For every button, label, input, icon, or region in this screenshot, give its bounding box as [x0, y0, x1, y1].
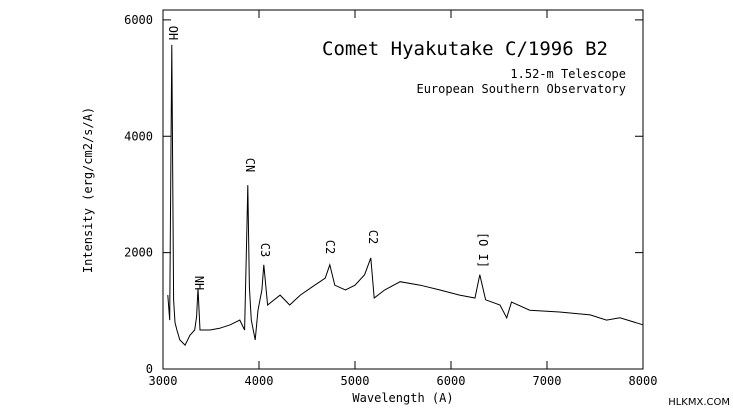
annotation: C2 — [366, 230, 380, 244]
chart-title: Comet Hyakutake C/1996 B2 — [322, 38, 608, 60]
watermark: HLKMX.COM — [668, 397, 730, 408]
plot-frame — [162, 9, 644, 370]
spectrum-line — [167, 44, 644, 346]
x-tick-label: 4000 — [245, 374, 274, 388]
subtitle: 1.52-m Telescope — [510, 67, 626, 81]
annotation: C3 — [258, 243, 272, 257]
x-tick-label: 3000 — [149, 374, 178, 388]
y-tick-label: 4000 — [124, 129, 153, 143]
annotation: CN — [243, 158, 257, 172]
x-axis-label: Wavelength (A) — [352, 391, 453, 405]
y-axis-label: Intensity (erg/cm2/s/A) — [81, 107, 95, 273]
subtitle: European Southern Observatory — [416, 82, 626, 96]
x-tick-label: 8000 — [629, 374, 658, 388]
y-tick-label: 0 — [146, 362, 153, 376]
annotation: OH — [166, 26, 180, 40]
annotation: [O I] — [476, 232, 490, 268]
x-tick-label: 5000 — [341, 374, 370, 388]
y-tick-label: 6000 — [124, 13, 153, 27]
annotation: C2 — [323, 240, 337, 254]
x-tick-label: 7000 — [533, 374, 562, 388]
y-tick-label: 2000 — [124, 246, 153, 260]
annotation: NH — [192, 276, 206, 290]
x-tick-label: 6000 — [437, 374, 466, 388]
